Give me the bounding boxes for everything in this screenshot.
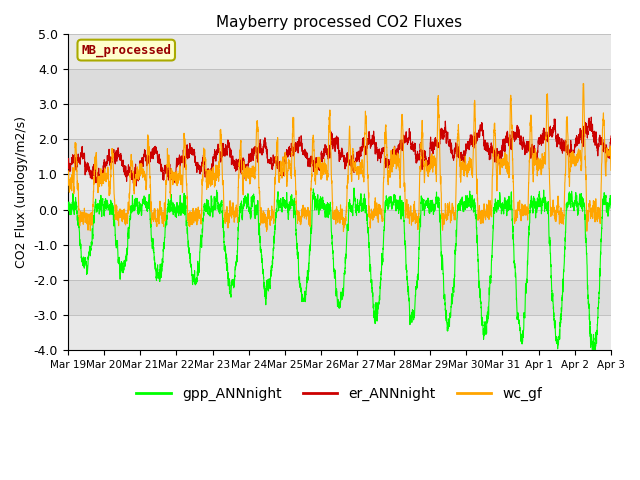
Title: Mayberry processed CO2 Fluxes: Mayberry processed CO2 Fluxes (216, 15, 462, 30)
Bar (68, 210, 611, 245)
Text: MB_processed: MB_processed (81, 43, 172, 57)
Bar (68, 280, 611, 315)
Legend: gpp_ANNnight, er_ANNnight, wc_gf: gpp_ANNnight, er_ANNnight, wc_gf (131, 381, 548, 406)
Y-axis label: CO2 Flux (urology/m2/s): CO2 Flux (urology/m2/s) (15, 116, 28, 268)
Bar (68, 139, 611, 174)
Bar (68, 69, 611, 104)
